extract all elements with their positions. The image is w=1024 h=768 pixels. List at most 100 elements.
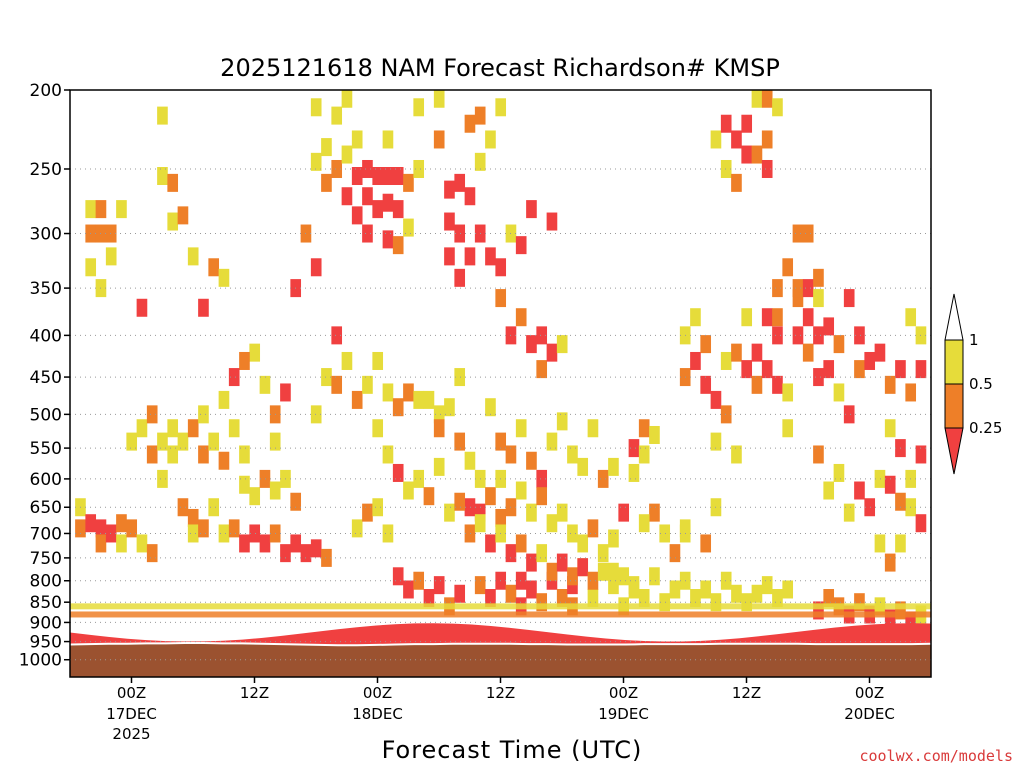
y-axis-ticks: 200 250 300 350 400 450 500 550 600 650 700 750 8008… [19, 81, 70, 671]
ri-cell [577, 457, 589, 476]
ri-cell [239, 445, 250, 464]
ri-cell [187, 524, 199, 543]
ri-cell [731, 130, 742, 149]
ri-cell [587, 419, 599, 438]
ri-cell [843, 289, 855, 308]
ri-cell [136, 419, 148, 438]
x-axis-label: Forecast Time (UTC) [382, 736, 643, 764]
ri-cell [741, 360, 753, 379]
ri-cell [85, 200, 97, 219]
ri-cell [249, 524, 261, 543]
ri-cell [802, 224, 814, 243]
ri-cell [864, 498, 876, 517]
ri-cell [741, 145, 753, 164]
ri-cell [95, 534, 107, 553]
ri-cell [403, 218, 414, 237]
x-tick-label: 12Z [732, 684, 761, 702]
ri-cell [649, 425, 660, 444]
x-tick-label: 00Z [855, 684, 884, 702]
ri-cell [116, 514, 127, 533]
ri-cell [239, 475, 250, 494]
ri-cell [157, 432, 168, 451]
ri-cell [567, 524, 578, 543]
ri-cell [751, 145, 763, 164]
ri-cell [228, 368, 240, 387]
ri-cell [372, 167, 384, 186]
ri-cell [351, 390, 363, 409]
ri-cell [269, 432, 281, 451]
ri-cell [700, 375, 712, 394]
ri-cell [444, 398, 455, 417]
ri-cell [95, 519, 107, 538]
x-tick-label: 00Z [363, 684, 392, 702]
ri-cell [444, 212, 455, 231]
x-tick-year: 2025 [112, 725, 150, 743]
colorbar-bin-yellow [944, 339, 964, 385]
ri-cell [187, 419, 199, 438]
ri-cell [382, 193, 394, 212]
ri-cell [751, 343, 763, 362]
ri-cell [536, 469, 548, 488]
ri-cell [536, 326, 548, 345]
ri-cell [546, 562, 558, 581]
ri-cell [341, 351, 353, 370]
ri-cell [700, 580, 712, 599]
ri-cell [731, 343, 742, 362]
ri-cell [423, 487, 435, 506]
ri-cell [495, 258, 507, 277]
ri-cell [792, 326, 804, 345]
y-tick-label: 300 [30, 225, 62, 245]
ri-cell [505, 445, 517, 464]
y-tick-label: 850 [30, 593, 62, 613]
ri-cell [505, 544, 517, 563]
ri-cell [577, 534, 589, 553]
ri-cell [772, 308, 783, 327]
ri-cell [372, 419, 384, 438]
ri-cell [895, 601, 906, 620]
ri-cell [321, 368, 332, 387]
ri-cell [884, 609, 896, 628]
ri-cell [198, 445, 209, 464]
ri-cell [310, 405, 322, 424]
ri-cell [608, 529, 619, 548]
ri-cell [198, 519, 209, 538]
ri-cell [433, 130, 445, 149]
ri-cell [454, 584, 466, 603]
ri-cell [433, 457, 445, 476]
ri-cell [351, 206, 363, 225]
ri-cell [454, 268, 466, 287]
ri-cell [802, 279, 814, 298]
ri-cell [802, 308, 814, 327]
ri-cell [423, 390, 435, 409]
ri-cell [915, 360, 927, 379]
ri-cell [895, 492, 906, 511]
ri-cell [362, 375, 373, 394]
ri-cell [895, 360, 906, 379]
ri-cell [105, 524, 117, 543]
ri-cell [536, 487, 548, 506]
ri-cell [382, 383, 394, 402]
ri-cell [905, 383, 917, 402]
ri-cell [772, 279, 783, 298]
ri-cell [218, 524, 230, 543]
ri-cell [833, 463, 845, 482]
ri-cell [157, 167, 168, 186]
ri-cell [259, 469, 271, 488]
ri-cell [741, 308, 753, 327]
colorbar-tick-label: 1 [969, 331, 979, 349]
ri-cell [526, 200, 537, 219]
ri-cell [556, 503, 568, 522]
ri-cell [218, 268, 230, 287]
colorbar-tick-label: 0.5 [969, 375, 993, 393]
ri-cell [177, 498, 189, 517]
ri-cell [515, 236, 527, 255]
y-tick-label: 800 [30, 572, 62, 592]
ri-cell [85, 514, 97, 533]
ri-cell [772, 98, 783, 117]
ri-cell [382, 130, 394, 149]
ri-cell [792, 289, 804, 308]
ri-cell [116, 534, 127, 553]
ri-cell [813, 601, 824, 620]
source-credit[interactable]: coolwx.com/models [859, 747, 1013, 765]
